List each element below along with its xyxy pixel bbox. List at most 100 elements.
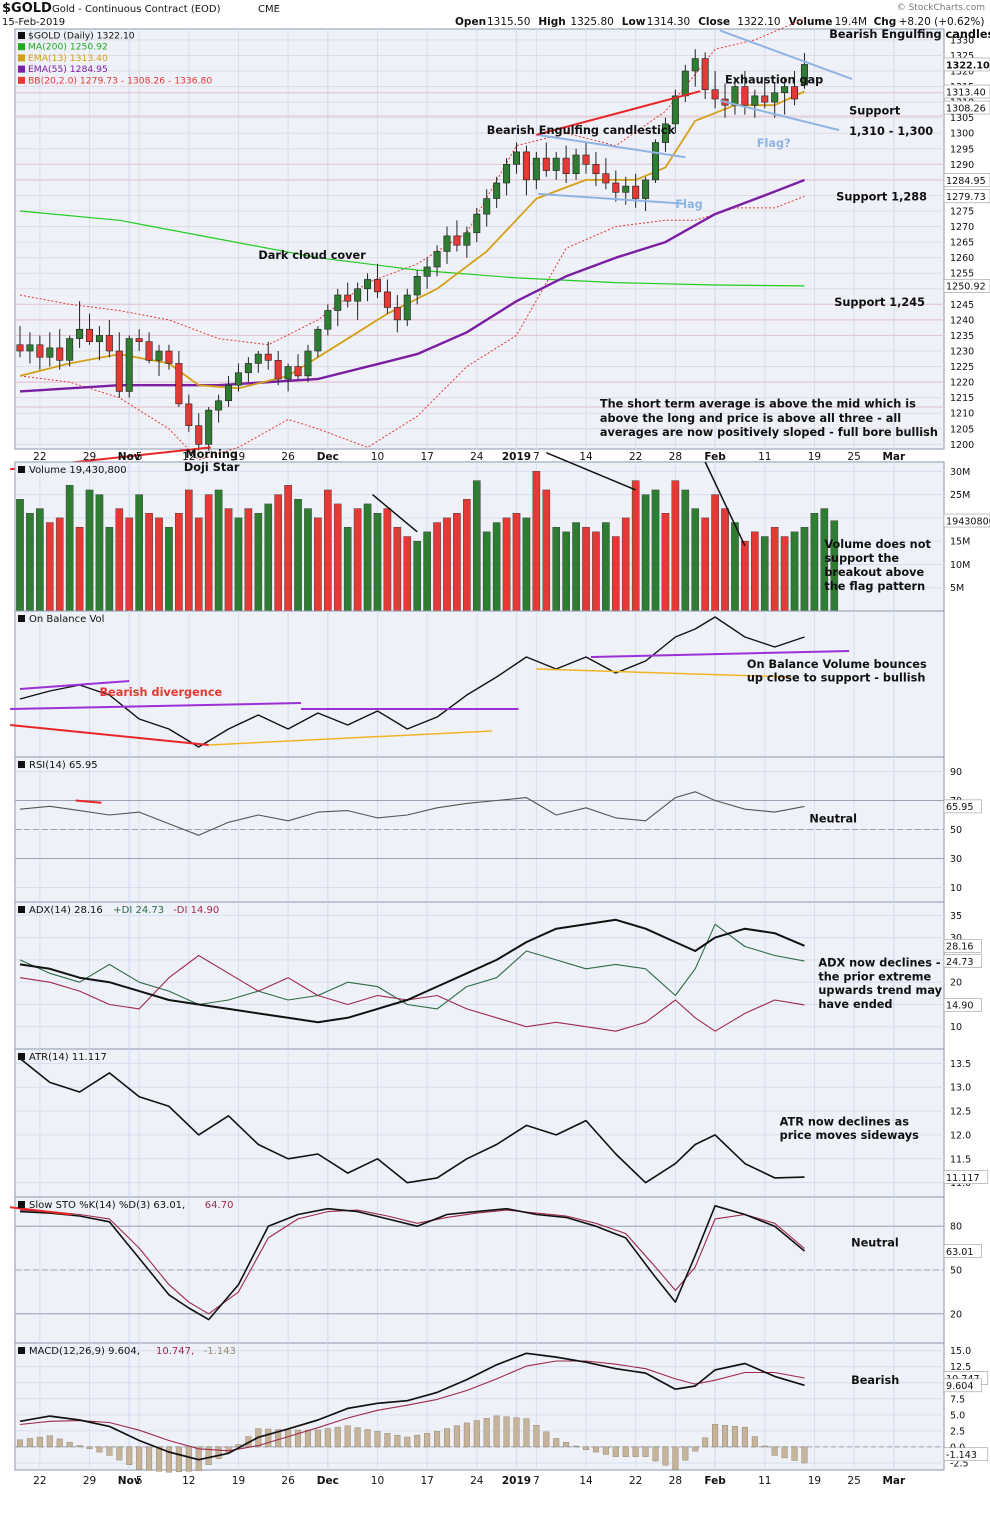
annotation-text: ADX now declines - [818, 957, 940, 970]
legend-swatch [18, 43, 25, 51]
x-tick-label: 24 [470, 1475, 484, 1487]
candle-body [522, 151, 530, 181]
legend-entry: Slow STO %K(14) %D(3) 63.01, [29, 1200, 185, 1211]
macd-histogram-bar [314, 1429, 321, 1448]
volume-bar [165, 526, 173, 612]
candle-body [572, 154, 580, 174]
macd-histogram-bar [76, 1445, 83, 1448]
value-tag [943, 1447, 989, 1462]
volume-bar [760, 536, 769, 612]
x-tick-label: Nov [118, 1475, 141, 1487]
macd-histogram-bar [761, 1445, 768, 1448]
candle-body [354, 288, 362, 302]
legend-swatch [18, 65, 25, 73]
volume-bar [741, 540, 749, 612]
legend-swatch [18, 906, 25, 913]
panel-adx-frame [14, 901, 945, 1050]
legend-entry: $GOLD (Daily) 1322.10 [28, 31, 135, 42]
candle-body [364, 279, 372, 290]
value-tag [943, 1378, 982, 1393]
macd-signal-line [19, 1360, 805, 1452]
macd-histogram-bar [642, 1446, 649, 1457]
legend-entry: EMA(55) 1284.95 [28, 64, 108, 75]
value-tag-label: 14.90 [946, 1001, 973, 1012]
value-tag-label: 1313.40 [946, 87, 986, 98]
macd-histogram-bar [543, 1431, 550, 1448]
y-tick-label: 25M [950, 490, 970, 501]
rsi-line [19, 791, 805, 836]
volume-bar [423, 531, 431, 612]
trendline [536, 668, 790, 678]
annotation-text: Doji Star [184, 461, 240, 474]
candle-body [56, 347, 64, 361]
macd-histogram-bar [791, 1446, 798, 1461]
y-tick-label: 1290 [950, 160, 974, 171]
x-tick-label: 7 [533, 1475, 540, 1487]
volume-bar [751, 531, 759, 612]
macd-histogram-bar [165, 1446, 172, 1473]
macd-histogram-bar [285, 1429, 292, 1448]
y-tick-label: 1325 [950, 51, 974, 62]
legend-entry: Volume 19,430,800 [29, 465, 127, 476]
x-tick-label: 28 [669, 1475, 682, 1487]
legend-swatch [18, 1201, 25, 1208]
volume-bar [721, 508, 729, 612]
symbol-title: $GOLD [2, 1, 52, 16]
trendline [536, 133, 686, 159]
y-tick-label: 1300 [950, 129, 974, 140]
legend-entry: BB(20,2.0) 1279.73 - 1308.26 - 1336.80 [28, 75, 212, 86]
candle-body [46, 347, 54, 358]
sto-k-line [19, 1205, 806, 1321]
candle-body [800, 64, 808, 86]
candle-body [135, 338, 143, 342]
volume-bar [403, 536, 412, 612]
annotation-text: Flag [675, 198, 702, 211]
macd-histogram-bar [126, 1446, 133, 1465]
candle-body [532, 157, 540, 181]
macd-histogram-bar [722, 1425, 729, 1448]
candle-body [512, 151, 520, 165]
volume-bar [26, 513, 34, 612]
volume-bar [274, 494, 282, 612]
macd-histogram-bar [334, 1426, 341, 1448]
x-tick-label: 10 [371, 1475, 384, 1487]
y-tick-label: 12.0 [950, 1130, 971, 1141]
macd-histogram-bar [116, 1446, 123, 1461]
value-tag-label: 1279.73 [946, 192, 986, 203]
candle-body [373, 279, 381, 293]
ohlc-label: Volume [789, 16, 833, 28]
volume-bar [393, 526, 402, 612]
x-tick-label: 24 [470, 451, 484, 463]
macd-histogram-bar [781, 1446, 788, 1459]
candle-body [781, 86, 789, 94]
candle-body [443, 235, 451, 252]
y-tick-label: 10 [950, 1022, 962, 1033]
volume-bar [85, 489, 94, 612]
candle-body [66, 338, 74, 361]
value-tag-label: 11.117 [946, 1173, 980, 1184]
chart-panels: 1330132513201315131013051300129512901285… [9, 18, 990, 1487]
volume-bar [731, 522, 739, 612]
trendline [719, 99, 840, 132]
annotation-text: breakout above [824, 566, 924, 579]
volume-bar [234, 517, 243, 612]
y-tick-label: 90 [950, 767, 962, 778]
annotation-text: upwards trend may [818, 984, 942, 997]
candle-body [493, 182, 501, 199]
x-tick-label: 5 [136, 1475, 143, 1487]
annotation-text: On Balance Volume bounces [747, 658, 927, 671]
trendline [19, 680, 130, 690]
macd-histogram-bar [622, 1446, 629, 1457]
candle-body [622, 185, 630, 193]
macd-histogram-bar [632, 1446, 639, 1457]
candle-body [393, 307, 401, 321]
legend-entry: ATR(14) 11.117 [29, 1052, 107, 1063]
candle-body [205, 409, 213, 445]
candle-body [105, 335, 113, 352]
volume-bar [145, 513, 153, 612]
macd-histogram-bar [304, 1429, 311, 1448]
value-tag-label: 1322.10 [946, 60, 990, 71]
annotation-text: the flag pattern [824, 580, 925, 593]
macd-histogram-bar [324, 1428, 331, 1448]
candle-body [254, 353, 262, 364]
